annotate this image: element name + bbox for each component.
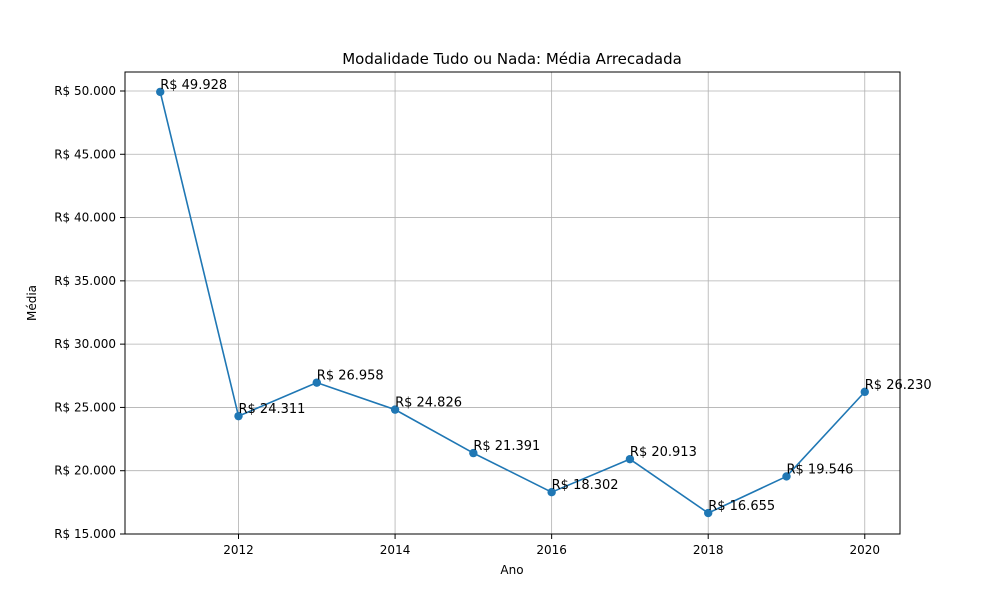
- data-point: [625, 454, 635, 464]
- data-point: [860, 387, 869, 397]
- data-label: R$ 21.391: [473, 439, 540, 454]
- x-tick-label: 2020: [849, 543, 880, 557]
- series-line: [159, 91, 866, 514]
- y-tick-label: R$ 35.000: [54, 274, 116, 288]
- y-tick-label: R$ 20.000: [54, 464, 116, 478]
- series-polyline: [159, 91, 866, 514]
- grid-lines: [125, 72, 900, 535]
- data-point: [390, 405, 400, 414]
- data-label: R$ 24.826: [395, 396, 462, 411]
- x-tick-label: 2012: [223, 543, 254, 557]
- y-tick-label: R$ 15.000: [54, 527, 116, 541]
- y-tick-label: R$ 45.000: [54, 147, 116, 161]
- data-label: R$ 19.546: [786, 462, 853, 477]
- data-label: R$ 16.655: [708, 499, 775, 514]
- data-label: R$ 49.928: [160, 78, 227, 93]
- x-tick-label: 2014: [380, 543, 411, 557]
- x-axis-ticks: 2012 2014 2016 2018 2020: [223, 534, 880, 557]
- y-axis-label: Média: [25, 285, 39, 321]
- x-tick-label: 2018: [693, 543, 724, 557]
- x-axis-label: Ano: [500, 563, 523, 577]
- y-axis-ticks: R$ 15.000 R$ 20.000 R$ 25.000 R$ 30.000 R$ 3…: [54, 84, 125, 541]
- data-point: [312, 378, 321, 387]
- y-tick-label: R$ 30.000: [54, 337, 116, 351]
- x-tick-label: 2016: [536, 543, 567, 557]
- y-tick-label: R$ 40.000: [54, 211, 116, 225]
- chart-title: Modalidade Tudo ou Nada: Média Arrecadad…: [342, 50, 682, 68]
- data-label: R$ 26.230: [865, 378, 932, 393]
- data-point: [782, 472, 791, 481]
- y-tick-label: R$ 50.000: [54, 84, 116, 98]
- data-point: [234, 411, 243, 421]
- data-point: [547, 488, 556, 497]
- data-point: [156, 87, 165, 97]
- data-label: R$ 20.913: [630, 445, 697, 460]
- data-label: R$ 18.302: [552, 478, 619, 493]
- y-tick-label: R$ 25.000: [54, 400, 116, 414]
- data-labels: R$ 49.928 R$ 24.311 R$ 26.958 R$ 24.826 R$ 2…: [160, 78, 931, 514]
- data-point: [704, 508, 713, 518]
- data-label: R$ 24.311: [239, 402, 306, 417]
- plot-frame: [124, 71, 901, 535]
- data-points: [156, 87, 869, 518]
- data-label: R$ 26.958: [317, 369, 384, 384]
- data-point: [469, 448, 478, 458]
